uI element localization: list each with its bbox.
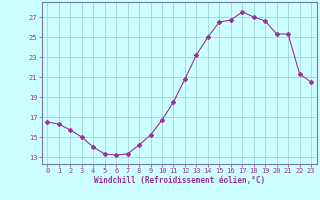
- X-axis label: Windchill (Refroidissement éolien,°C): Windchill (Refroidissement éolien,°C): [94, 176, 265, 185]
